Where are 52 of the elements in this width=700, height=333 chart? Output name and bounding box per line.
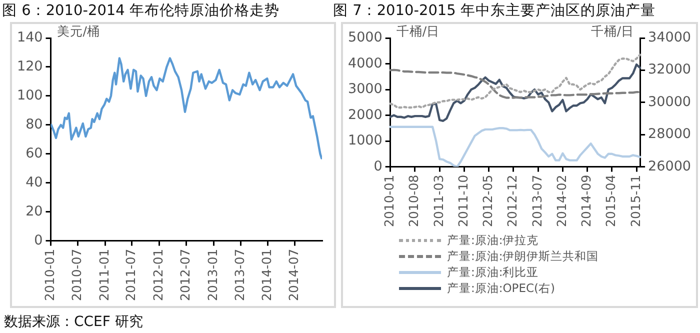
x-tick-label: 2015-04 [603,174,618,228]
line-series [389,68,642,99]
x-tick-label: 2010-01 [382,174,397,228]
x-tick-label: 2011-01 [96,248,112,302]
x-tick-label: 2013-07 [529,174,544,228]
chart-title: 图 7：2010-2015 年中东主要产油区的原油产量 [333,2,656,20]
x-tick-label: 2012-05 [480,174,496,228]
x-tick-label: 2014-07 [286,248,302,302]
legend-label: 产量:原油:利比亚 [447,264,539,280]
y-tick-label: 5000 [348,30,382,46]
legend-label: 产量:原油:OPEC(右) [447,280,556,296]
y-tick-label: 100 [16,87,43,104]
y-tick-label: 140 [16,30,43,46]
x-tick-label: 2010-07 [68,248,84,302]
x-tick-label: 2014-01 [259,248,274,302]
y-tick-label: 120 [16,58,43,74]
y2-tick-label: 32000 [648,62,692,78]
legend-label: 产量:原油:伊拉克 [447,232,539,248]
y2-tick-label: 34000 [648,30,692,46]
x-tick-label: 2013-07 [232,248,247,302]
y-axis-title: 千桶/日 [396,24,440,38]
y2-tick-label: 28000 [648,126,692,142]
y-tick-label: 3000 [348,81,382,98]
x-tick-label: 2015-11 [628,174,643,228]
source-note: 数据来源：CCEF 研究 [4,313,143,331]
y-tick-label: 80 [26,116,43,132]
x-tick-label: 2014-02 [554,174,569,228]
y-tick-label: 0 [34,232,43,248]
y-tick-label: 2000 [348,106,382,123]
y-axis-title: 美元/桶 [56,24,100,38]
y2-tick-label: 30000 [648,94,692,110]
x-tick-label: 2013-01 [204,248,220,302]
x-tick-label: 2011-10 [455,174,470,228]
x-tick-label: 2010-08 [406,174,422,228]
x-tick-label: 2011-03 [430,174,446,228]
y-tick-label: 4000 [348,55,382,72]
x-tick-label: 2010-01 [42,248,58,302]
chart-title: 图 6：2010-2014 年布伦特原油价格走势 [2,2,280,20]
line-series [389,54,642,109]
y-tick-label: 1000 [348,132,382,149]
x-tick-label: 2012-01 [150,248,166,302]
x-tick-label: 2011-07 [123,248,138,302]
y-tick-label: 20 [26,203,43,220]
y2-tick-label: 26000 [648,158,692,174]
legend-label: 产量:原油:伊朗伊斯兰共和国 [447,248,599,264]
y2-axis-title: 千桶/日 [590,24,634,38]
y-tick-label: 60 [26,145,43,162]
y-tick-label: 0 [374,158,382,174]
y-tick-label: 40 [26,174,43,190]
x-tick-label: 2012-12 [504,174,520,228]
x-tick-label: 2014-09 [578,174,594,228]
x-tick-label: 2012-07 [178,248,193,302]
